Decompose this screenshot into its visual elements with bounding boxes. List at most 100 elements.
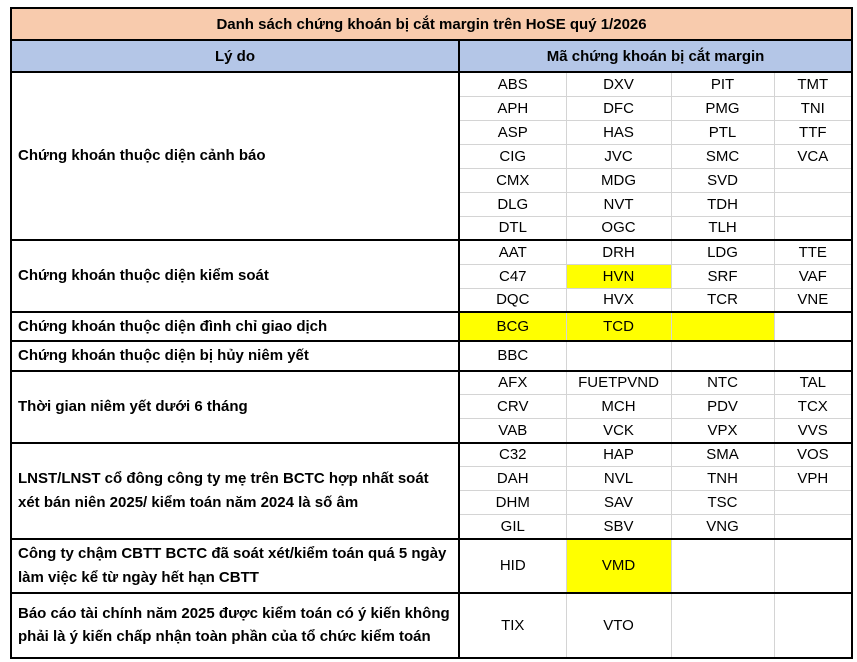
empty-cell [773,537,853,593]
stock-code-cell: LDG [670,239,775,265]
empty-cell [773,340,853,372]
table-row: CIG JVC SMC VCA [11,143,853,169]
stock-code-cell: TDH [670,191,775,217]
table-row: Chứng khoán thuộc diện đình chỉ giao dịc… [10,310,853,342]
empty-cell [773,191,853,217]
stock-code-cell: VPX [670,418,775,443]
stock-code-cell: TNI [773,95,853,121]
stock-code-cell: DLG [458,191,567,217]
stock-code-cell: BCG [458,310,567,342]
stock-code-cell: MDG [565,167,672,193]
empty-cell [670,591,775,658]
table-row: DTL OGC TLH [11,215,853,241]
stock-code-cell: TMT [773,71,853,97]
reason-cell: Chứng khoán thuộc diện bị hủy niêm yết [10,340,460,372]
stock-code-cell: DQC [458,287,567,313]
reason-cell: Chứng khoán thuộc diện kiểm soát [10,239,460,313]
stock-code-cell: DRH [565,239,672,265]
stock-code-cell: SMA [670,441,775,467]
stock-code-cell: SRF [670,263,775,289]
table-row: DHM SAV TSC [11,490,853,515]
stock-code-cell: CIG [458,143,567,169]
table-row: GIL SBV VNG [11,514,853,539]
stock-code-cell: PIT [670,71,775,97]
stock-code-cell: VVS [773,418,853,443]
table-row: APH DFC PMG TNI [11,95,853,121]
stock-code-cell: VOS [773,441,853,467]
header-row: Lý do Mã chứng khoán bị cắt margin [10,39,854,73]
empty-cell [773,167,853,193]
table-row: Báo cáo tài chính năm 2025 được kiểm toá… [10,591,853,658]
title-row: Danh sách chứng khoán bị cắt margin trên… [9,7,854,41]
stock-code-cell: VNE [773,287,853,313]
stock-code-cell: VPH [773,466,853,491]
stock-code-cell: HAS [565,119,672,145]
stock-code-cell: PMG [670,95,775,121]
reason-cell: Thời gian niêm yết dưới 6 tháng [10,369,460,443]
stock-code-cell: NTC [670,369,775,395]
table-row: CMX MDG SVD [11,167,853,193]
stock-code-cell: HID [458,537,567,593]
empty-cell [773,591,853,658]
table-body: Chứng khoán thuộc diện cảnh báo ABS DXV PIT… [10,71,853,658]
empty-cell [773,490,853,515]
empty-cell [773,514,853,539]
stock-code-cell: DAH [458,466,567,491]
stock-code-cell: DXV [565,71,672,97]
empty-cell [565,340,672,372]
table-row: Chứng khoán thuộc diện cảnh báo ABS DXV PIT… [10,71,853,241]
stock-code-cell: TCX [773,394,853,419]
stock-code-cell: VAF [773,263,853,289]
stock-code-cell: TAL [773,369,853,395]
table-row: Công ty chậm CBTT BCTC đã soát xét/kiểm … [10,537,853,593]
stock-code-cell: BBC [458,340,567,372]
reason-cell: Công ty chậm CBTT BCTC đã soát xét/kiểm … [10,537,460,593]
reason-cell: Chứng khoán thuộc diện cảnh báo [10,71,460,241]
stock-code-cell: GIL [458,514,567,539]
column-header-reason: Lý do [10,39,460,73]
empty-cell [670,310,775,342]
stock-code-cell: VNG [670,514,775,539]
stock-code-cell: OGC [565,215,672,241]
stock-code-cell: VTO [565,591,672,658]
table-row: Chứng khoán thuộc diện bị hủy niêm yết BB… [10,340,853,372]
stock-code-cell: HAP [565,441,672,467]
empty-cell [773,310,853,342]
margin-cut-table: Danh sách chứng khoán bị cắt margin trên… [9,7,854,659]
stock-code-cell: C47 [458,263,567,289]
stock-code-cell: JVC [565,143,672,169]
stock-code-cell: TSC [670,490,775,515]
table-row: DLG NVT TDH [11,191,853,217]
stock-code-cell: CMX [458,167,567,193]
stock-code-cell: CRV [458,394,567,419]
stock-code-cell: SVD [670,167,775,193]
empty-cell [773,215,853,241]
stock-code-cell: APH [458,95,567,121]
stock-code-cell: PTL [670,119,775,145]
stock-code-cell: DTL [458,215,567,241]
column-header-codes: Mã chứng khoán bị cắt margin [457,39,854,73]
stock-code-cell: SBV [565,514,672,539]
stock-code-cell: TTE [773,239,853,265]
stock-code-cell: TIX [458,591,567,658]
table-row: LNST/LNST cổ đông công ty mẹ trên BCTC h… [10,441,853,539]
stock-code-cell: AFX [458,369,567,395]
table-row: DAH NVL TNH VPH [11,466,853,491]
stock-code-cell: TCR [670,287,775,313]
empty-cell [670,537,775,593]
table-row: Thời gian niêm yết dưới 6 tháng AFX FUETPV… [10,369,853,443]
table-row: Chứng khoán thuộc diện kiểm soát AAT DRH LD… [10,239,853,313]
stock-code-cell: TTF [773,119,853,145]
stock-code-cell: TNH [670,466,775,491]
stock-code-cell: ABS [458,71,567,97]
reason-cell: Chứng khoán thuộc diện đình chỉ giao dịc… [10,310,460,342]
stock-code-cell: FUETPVND [565,369,672,395]
stock-code-cell: VMD [565,537,672,593]
table-row: DQC HVX TCR VNE [11,287,853,313]
stock-code-cell: ASP [458,119,567,145]
empty-cell [670,340,775,372]
stock-code-cell: DHM [458,490,567,515]
stock-code-cell: TLH [670,215,775,241]
stock-code-cell: HVN [565,263,672,289]
